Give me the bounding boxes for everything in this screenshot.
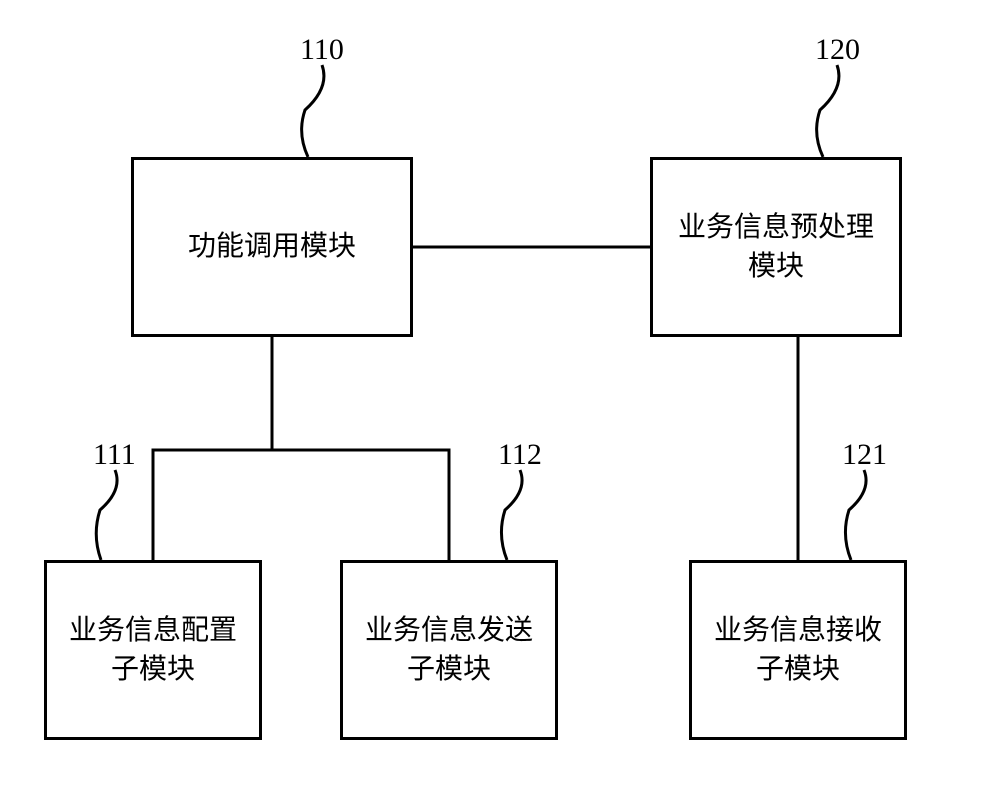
callout-text: 111 xyxy=(93,438,136,471)
callout-label-121: 121 xyxy=(842,438,887,472)
callout-text: 120 xyxy=(815,33,860,66)
node-n110: 功能调用模块 xyxy=(131,157,413,337)
callout-label-111: 111 xyxy=(93,438,136,472)
callout-text: 112 xyxy=(498,438,542,471)
callout-label-112: 112 xyxy=(498,438,542,472)
node-label: 业务信息配置 子模块 xyxy=(69,611,237,689)
node-label: 业务信息发送 子模块 xyxy=(365,611,533,689)
callout-label-120: 120 xyxy=(815,33,860,67)
callout-leader-112 xyxy=(501,470,522,560)
callout-leader-111 xyxy=(96,470,117,560)
node-n111: 业务信息配置 子模块 xyxy=(44,560,262,740)
edge-n110-n111 xyxy=(153,337,272,560)
callout-leader-110 xyxy=(302,65,324,157)
callout-text: 121 xyxy=(842,438,887,471)
node-n121: 业务信息接收 子模块 xyxy=(689,560,907,740)
callout-leader-121 xyxy=(845,470,866,560)
node-n112: 业务信息发送 子模块 xyxy=(340,560,558,740)
callout-leader-120 xyxy=(817,65,839,157)
node-label: 业务信息预处理 模块 xyxy=(678,208,874,286)
node-n120: 业务信息预处理 模块 xyxy=(650,157,902,337)
callout-text: 110 xyxy=(300,33,344,66)
diagram-canvas: 功能调用模块 业务信息预处理 模块业务信息配置 子模块 业务信息发送 子模块 业务信息… xyxy=(0,0,1000,796)
callout-label-110: 110 xyxy=(300,33,344,67)
node-label: 功能调用模块 xyxy=(188,227,356,266)
edge-n110-n112 xyxy=(272,337,449,560)
node-label: 业务信息接收 子模块 xyxy=(714,611,882,689)
